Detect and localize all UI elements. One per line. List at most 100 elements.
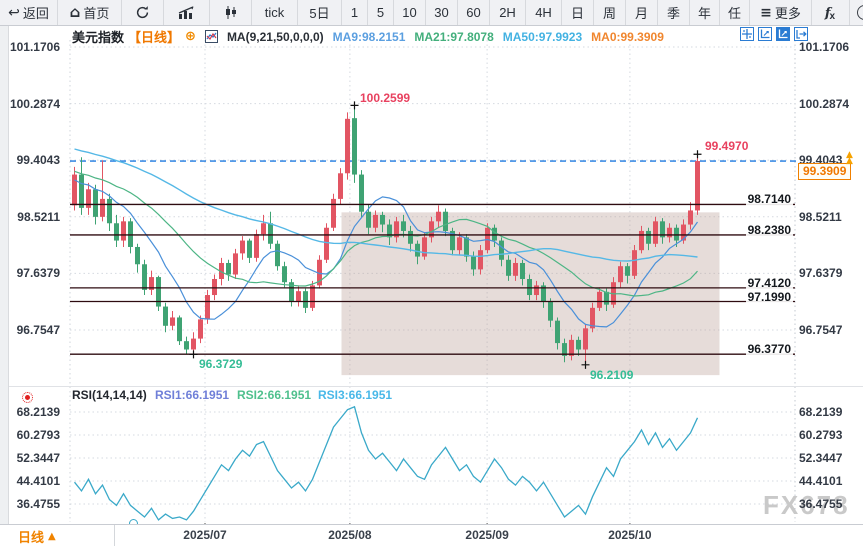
date-label: 2025/07 [183, 528, 227, 542]
axis-scale-icon[interactable] [758, 27, 772, 41]
rsi-axis-label: 60.2793 [799, 428, 843, 442]
toolbar-item-home[interactable]: ⌂ 首页 [58, 0, 122, 25]
menu-icon: ≡ [760, 4, 772, 21]
bar-chart-icon [178, 5, 194, 19]
toolbar-item-label: 日 [570, 6, 584, 21]
toolbar-item-year[interactable]: 年 [690, 0, 720, 25]
toolbar-item-label: 30 [434, 5, 449, 20]
rsi-axis-label: 44.4101 [16, 474, 60, 488]
toolbar-item-tick[interactable]: tick [252, 0, 298, 25]
rsi-axis-label: 36.4755 [16, 497, 60, 511]
toolbar-item-label: 1 [350, 5, 359, 20]
toolbar-item-10m[interactable]: 10 [394, 0, 426, 25]
price-axis-label: 99.4043 [16, 153, 60, 168]
ma50-line [74, 148, 698, 262]
toolbar-item-week[interactable]: 周 [594, 0, 626, 25]
toolbar-item-5d[interactable]: 5日 [298, 0, 342, 25]
toolbar-item-candlestick[interactable] [210, 0, 252, 25]
toolbar-item-more[interactable]: ≡ 更多 [750, 0, 812, 25]
price-axis-label: 97.6379 [799, 266, 843, 281]
price-axis-label: 101.1706 [9, 40, 60, 54]
toolbar-item-label: tick [264, 5, 285, 20]
toolbar-item-fx[interactable]: fx [812, 0, 850, 25]
ma9-value: MA9:98.2151 [332, 29, 406, 44]
period-label: 日线 [18, 529, 45, 545]
toolbar-item-2h[interactable]: 2H [490, 0, 526, 25]
toolbar-item-label: 5 [376, 5, 385, 20]
toolbar-item-circle[interactable] [850, 0, 863, 25]
rsi-axis-label: 60.2793 [16, 428, 60, 442]
extreme-cross-marker [350, 101, 359, 110]
rsi-title[interactable]: RSI(14,14,14) [72, 388, 147, 402]
toolbar-item-custom[interactable]: 任 [720, 0, 750, 25]
toolbar-item-1m[interactable]: 1 [342, 0, 368, 25]
level-label: 96.3770 [640, 340, 793, 358]
ma-settings-label[interactable]: MA(9,21,50,0,0,0) [226, 29, 324, 44]
price-axis-label: 96.7547 [16, 322, 60, 337]
mini-chart-icon[interactable] [204, 30, 218, 43]
price-up-arrows-icon: ▲ ▲ [846, 150, 853, 166]
toolbar-item-month[interactable]: 月 [626, 0, 658, 25]
level-label-text: 97.4120 [745, 275, 793, 290]
level-label-text: 98.7140 [745, 192, 793, 207]
chevron-up-icon: ▲ [48, 530, 56, 542]
annotation-sep-low: 96.2109 [590, 368, 634, 382]
left-gutter [0, 25, 9, 546]
toolbar-item-label: 4H [535, 5, 552, 20]
toolbar-item-back[interactable]: ↩ 返回 [0, 0, 58, 25]
extreme-cross-marker [581, 360, 590, 369]
toolbar-item-refresh[interactable] [122, 0, 164, 25]
candle-series [72, 105, 700, 365]
toolbar-item-quarter[interactable]: 季 [658, 0, 690, 25]
level-label: 97.4120 [640, 274, 793, 292]
pane-tools [740, 27, 808, 41]
price-axis-label: 98.5211 [799, 209, 842, 224]
date-label: 2025/08 [328, 528, 372, 542]
refresh-icon [136, 6, 149, 19]
level-label: 98.7140 [640, 190, 793, 208]
add-indicator-icon[interactable]: ⊕ [185, 29, 196, 44]
extreme-cross-marker [693, 150, 702, 159]
last-price-badge: 99.3909 [798, 163, 852, 180]
price-axis-label: 98.5211 [17, 209, 60, 224]
toolbar-item-label: 季 [666, 6, 680, 21]
clock-icon [857, 5, 863, 20]
toolbar-item-30m[interactable]: 30 [426, 0, 458, 25]
rsi2-value: RSI2:66.1951 [237, 388, 312, 402]
toolbar-item-4h[interactable]: 4H [526, 0, 562, 25]
rsi-settings-icon[interactable] [22, 392, 33, 403]
watermark: FX678 [763, 490, 850, 520]
ma9-line [74, 179, 698, 328]
rsi-axis-label: 68.2139 [16, 405, 60, 419]
period-selector[interactable]: 日线 ▲ [8, 525, 115, 546]
fx-icon: fx [824, 5, 836, 22]
rsi-axis-label: 52.3447 [799, 451, 843, 465]
toolbar-item-label: 月 [634, 6, 648, 21]
ma50-value: MA50:97.9923 [502, 29, 583, 44]
crosshair-icon[interactable] [740, 27, 754, 41]
toolbar-item-day[interactable]: 日 [562, 0, 594, 25]
ma0-value: MA0:99.3909 [591, 29, 664, 44]
toolbar: ↩ 返回 ⌂ 首页 tick 5日 1 5 10 30 60 2H 4H 日周月季年任 ≡ 更多 fx [0, 0, 863, 26]
level-label-text: 97.1990 [745, 289, 793, 304]
toolbar-item-label: 2H [499, 5, 516, 20]
date-label: 2025/09 [465, 528, 509, 542]
ma21-value: MA21:97.8078 [414, 29, 494, 44]
toolbar-item-label: 首页 [83, 6, 110, 21]
toolbar-item-5m[interactable]: 5 [368, 0, 394, 25]
toolbar-item-label: 年 [697, 6, 711, 21]
extreme-cross-marker [189, 350, 198, 359]
home-icon: ⌂ [69, 3, 81, 21]
rsi-line [73, 405, 699, 521]
toolbar-item-60m[interactable]: 60 [458, 0, 490, 25]
annotation-july-low: 96.3729 [199, 357, 243, 371]
price-axis-label: 97.6379 [16, 266, 60, 281]
price-axis-label: 101.1706 [799, 40, 850, 54]
time-axis-footer: 日线 ▲ 2025/07 2025/08 2025/09 2025/10 [0, 524, 863, 546]
exit-pane-icon[interactable] [794, 27, 808, 41]
toolbar-item-bar-chart[interactable] [164, 0, 210, 25]
level-label: 97.1990 [640, 288, 793, 306]
axis-scale-active-icon[interactable] [776, 27, 790, 41]
